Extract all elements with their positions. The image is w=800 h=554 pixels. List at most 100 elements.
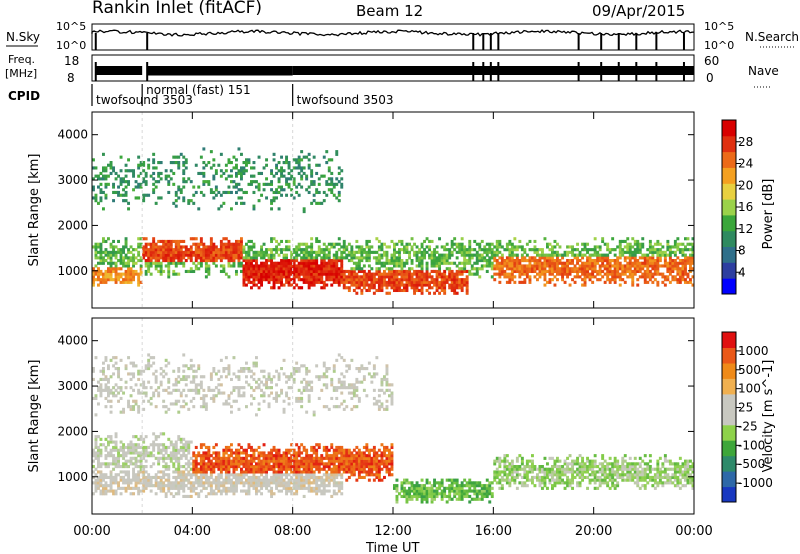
heatmap-cell xyxy=(498,256,502,260)
heatmap-cell xyxy=(102,377,105,382)
heatmap-cell xyxy=(247,492,251,496)
heatmap-cell xyxy=(247,259,251,263)
heatmap-cell xyxy=(114,456,118,460)
heatmap-cell xyxy=(543,261,547,265)
heatmap-cell xyxy=(250,264,253,268)
heatmap-cell xyxy=(104,445,108,450)
heatmap-cell xyxy=(623,267,627,271)
heatmap-cell xyxy=(157,448,161,452)
heatmap-cell xyxy=(448,286,452,290)
heatmap-cell xyxy=(285,261,289,265)
heatmap-cell xyxy=(250,174,253,178)
heatmap-cell xyxy=(280,171,284,176)
heatmap-cell xyxy=(305,272,309,276)
heatmap-cell xyxy=(611,248,615,252)
heatmap-cell xyxy=(295,161,299,165)
heatmap-cell xyxy=(443,283,447,287)
heatmap-cell xyxy=(606,275,610,279)
heatmap-cell xyxy=(623,239,627,244)
heatmap-cell xyxy=(179,250,183,254)
heatmap-cell xyxy=(282,283,286,287)
heatmap-cell xyxy=(280,278,284,282)
heatmap-cell xyxy=(142,465,146,469)
heatmap-cell xyxy=(235,248,238,252)
heatmap-cell xyxy=(157,484,161,488)
heatmap-cell xyxy=(177,256,181,260)
heatmap-cell xyxy=(285,256,289,260)
heatmap-cell xyxy=(300,486,304,490)
heatmap-cell xyxy=(385,261,389,265)
heatmap-cell xyxy=(350,275,354,279)
heatmap-cell xyxy=(134,443,138,447)
heatmap-cell xyxy=(252,481,256,485)
heatmap-cell xyxy=(199,237,203,241)
heatmap-cell xyxy=(433,261,437,265)
heatmap-cell xyxy=(262,475,266,480)
heatmap-cell xyxy=(154,492,158,496)
heatmap-cell xyxy=(250,267,253,271)
heatmap-cell xyxy=(199,155,203,159)
heatmap-cell xyxy=(232,372,236,376)
heatmap-cell xyxy=(172,369,176,373)
heatmap-cell xyxy=(124,199,128,203)
heatmap-cell xyxy=(104,484,108,488)
heatmap-cell xyxy=(415,269,419,274)
heatmap-cell xyxy=(292,481,296,485)
heatmap-cell xyxy=(593,248,597,252)
heatmap-cell xyxy=(548,278,552,282)
heatmap-cell xyxy=(255,267,258,271)
heatmap-cell xyxy=(292,267,296,271)
heatmap-cell xyxy=(500,269,504,274)
heatmap-cell xyxy=(628,242,632,246)
heatmap-cell xyxy=(162,459,166,463)
heatmap-cell xyxy=(337,256,341,260)
heatmap-cell xyxy=(470,272,474,276)
heatmap-cell xyxy=(413,286,417,290)
heatmap-cell xyxy=(247,158,251,162)
heatmap-cell xyxy=(435,264,439,268)
heatmap-cell xyxy=(488,256,492,260)
heatmap-cell xyxy=(400,275,404,279)
heatmap-cell xyxy=(295,443,299,447)
heatmap-cell xyxy=(174,261,178,265)
heatmap-cell xyxy=(182,484,186,488)
heatmap-cell xyxy=(247,278,251,282)
heatmap-cell xyxy=(122,486,126,490)
heatmap-cell xyxy=(207,180,211,184)
heatmap-cell xyxy=(257,264,261,268)
heatmap-cell xyxy=(606,272,610,276)
heatmap-cell xyxy=(443,278,447,282)
heatmap-cell xyxy=(357,283,361,287)
heatmap-cell xyxy=(267,484,271,488)
heatmap-cell xyxy=(280,283,284,287)
heatmap-cell xyxy=(302,166,306,170)
heatmap-cell xyxy=(310,473,314,477)
heatmap-cell xyxy=(355,275,359,279)
heatmap-cell xyxy=(209,388,213,392)
heatmap-cell xyxy=(383,264,386,268)
heatmap-cell xyxy=(347,286,351,290)
heatmap-cell xyxy=(533,269,537,274)
heatmap-cell xyxy=(285,394,289,398)
heatmap-cell xyxy=(167,180,171,184)
heatmap-cell xyxy=(199,475,203,480)
heatmap-cell xyxy=(473,239,477,244)
heatmap-cell xyxy=(307,280,311,284)
heatmap-cell xyxy=(255,272,258,276)
heatmap-cell xyxy=(495,248,499,252)
heatmap-cell xyxy=(97,272,100,276)
heatmap-cell xyxy=(651,250,655,254)
heatmap-cell xyxy=(119,486,123,490)
heatmap-cell xyxy=(230,174,233,178)
heatmap-cell xyxy=(240,481,243,485)
heatmap-cell xyxy=(312,465,316,469)
heatmap-cell xyxy=(184,462,188,466)
heatmap-cell xyxy=(295,275,299,279)
heatmap-cell xyxy=(222,484,226,488)
heatmap-cell xyxy=(255,264,258,268)
heatmap-cell xyxy=(653,272,657,276)
heatmap-cell xyxy=(390,283,394,287)
heatmap-cell xyxy=(157,256,161,260)
heatmap-cell xyxy=(513,261,517,265)
